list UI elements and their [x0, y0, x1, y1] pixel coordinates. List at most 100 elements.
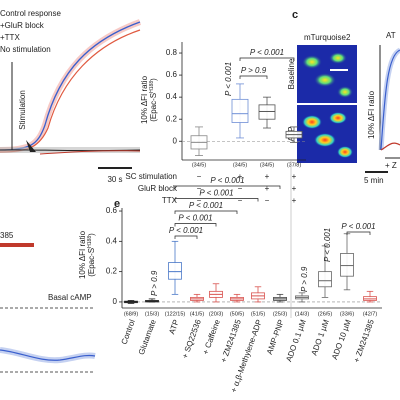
bracket — [174, 210, 238, 214]
p-value: P > 0.9 — [300, 266, 309, 292]
legend-text: +GluR block — [0, 21, 45, 30]
condition-sign: + — [265, 172, 270, 181]
y-label: 10% ΔFI ratio(Epac-SH188) — [78, 230, 96, 279]
condition-label: SC stimulation — [125, 172, 177, 181]
scale-label: 30 s — [107, 175, 122, 184]
p-value: P < 0.001 — [323, 228, 332, 262]
traces-a — [0, 19, 142, 155]
p-value: P < 0.001 — [224, 62, 233, 96]
y-label-line: (Epac-S — [87, 248, 96, 277]
condition-sign: + — [238, 172, 243, 181]
count: (26/5) — [318, 311, 333, 317]
box — [168, 262, 182, 280]
y-label-line: (Epac-S — [149, 93, 158, 122]
y-label: 10% ΔFI ratio(Epac-SH188) — [140, 75, 158, 124]
image-title: mTurquoise2 — [304, 33, 351, 42]
x-tick-label: + SQ22536 — [180, 318, 203, 360]
bracket — [239, 75, 268, 79]
p-value: P < 0.001 — [199, 189, 233, 198]
p-value: P < 0.001 — [189, 201, 223, 210]
p-value: P < 0.001 — [210, 176, 244, 185]
trace-band — [0, 347, 96, 364]
traces-c — [365, 45, 400, 173]
condition-sign: − — [238, 184, 243, 193]
y-label-line: 10% ΔFI ratio — [140, 75, 149, 124]
bracket — [239, 57, 295, 61]
count: (34/5) — [260, 162, 275, 168]
bracket — [174, 185, 281, 189]
condition-label: GluR block — [138, 184, 178, 193]
count: (122/15) — [165, 311, 186, 317]
trace-title: AT — [386, 31, 396, 40]
y-tick-label: 0.4 — [106, 236, 118, 245]
y-label-line: ) — [87, 233, 96, 236]
p-value: P < 0.001 — [341, 222, 375, 231]
bracket — [346, 231, 371, 235]
x-tick-label: Glutamate — [137, 318, 158, 356]
y-label-line: ) — [149, 78, 158, 81]
count: (34/5) — [233, 162, 248, 168]
row-label: Baseline — [287, 58, 296, 89]
legend-text: No stimulation — [0, 45, 51, 54]
y-tick-label: 0.2 — [166, 114, 178, 123]
scale-label: 5 min — [364, 176, 384, 185]
count: (50/5) — [230, 311, 245, 317]
y-tick-label: 0 — [113, 297, 118, 306]
count: (51/5) — [251, 311, 266, 317]
panel-label: c — [292, 9, 298, 21]
count: (34/5) — [192, 162, 207, 168]
condition-sign: − — [238, 196, 243, 205]
x-tick-label: ADO 0.1 μM — [284, 318, 308, 363]
box — [231, 98, 249, 123]
x-tick-label: + ZM241385 — [219, 318, 243, 364]
count: (14/3) — [295, 311, 310, 317]
x-tick-label: + ZM241385 — [352, 318, 376, 364]
x-tick-label: AMP-PNP — [265, 318, 286, 355]
x-tick-label: ADO 1 μM — [310, 318, 331, 357]
trace-ylabel: 10% ΔFI ratio — [367, 90, 376, 139]
x-tick-label: Control — [120, 318, 137, 346]
trace — [0, 349, 96, 361]
panel-label: e — [114, 198, 120, 210]
bracket — [174, 235, 198, 239]
y-tick-label: 0.8 — [166, 48, 178, 57]
count: (42/7) — [363, 311, 378, 317]
p-value: P < 0.001 — [178, 214, 212, 223]
p-value: P > 0.9 — [241, 66, 267, 75]
micrograph — [297, 45, 357, 163]
condition-sign: + — [292, 196, 297, 205]
legend-text: Control response — [0, 9, 61, 18]
p-value: P > 0.9 — [150, 270, 159, 296]
drug-label: + Z — [385, 161, 397, 170]
count: (33/6) — [340, 311, 355, 317]
x-tick-label: ADO 10 μM — [330, 318, 353, 361]
y-label-line: 10% ΔFI ratio — [78, 230, 87, 279]
basal-label: Basal cAMP — [48, 293, 92, 302]
condition-sign: + — [292, 184, 297, 193]
condition-sign: + — [265, 184, 270, 193]
count: (15/3) — [145, 311, 160, 317]
count: (41/5) — [190, 311, 205, 317]
condition-label: TTX — [162, 196, 178, 205]
y-tick-label: 0.6 — [166, 70, 178, 79]
condition-sign: − — [197, 172, 202, 181]
count: (68/9) — [124, 311, 139, 317]
y-tick-label: 0.4 — [166, 92, 178, 101]
count: (25/3) — [273, 311, 288, 317]
y-label-sup: H188 — [87, 236, 93, 248]
y-tick-label: 0.6 — [106, 206, 118, 215]
x-tick-label: + Caffeine — [201, 318, 222, 356]
bracket — [174, 198, 259, 202]
count: (37/8) — [287, 162, 302, 168]
drug-bar — [0, 243, 34, 247]
y-tick-label: 0 — [173, 136, 178, 145]
p-value: P < 0.001 — [169, 226, 203, 235]
count: (20/3) — [209, 311, 224, 317]
box — [318, 271, 332, 288]
stim-arrow — [26, 140, 36, 152]
stim-label: Stimulation — [18, 90, 27, 130]
condition-sign: − — [197, 184, 202, 193]
x-tick-label: ATP — [167, 318, 181, 335]
y-label-sup: H188 — [149, 81, 155, 93]
